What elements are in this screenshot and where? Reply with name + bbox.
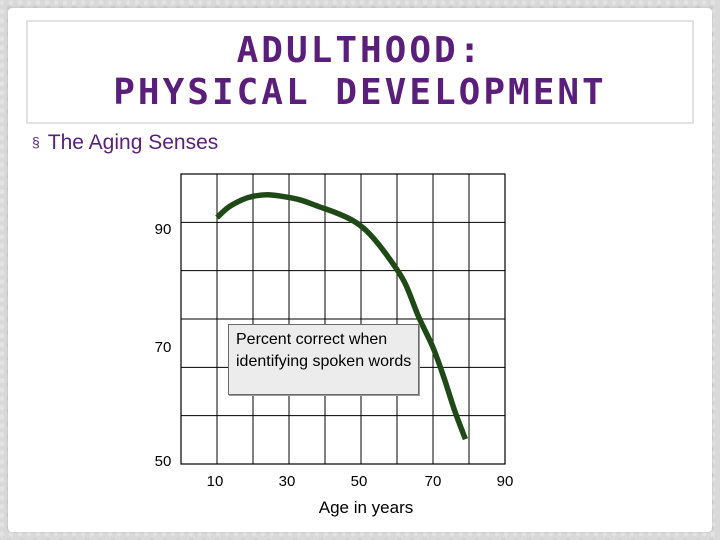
chart-grid: [180, 173, 506, 465]
chart-series: [215, 192, 468, 441]
series-line: [215, 192, 468, 441]
x-axis-label: Age in years: [319, 498, 414, 517]
x-tick-label: 30: [279, 473, 296, 490]
x-tick-label: 10: [207, 473, 224, 490]
x-tick-labels: 10 30 50 70 90: [207, 473, 514, 490]
y-tick-label: 90: [155, 221, 172, 238]
title-line-2: PHYSICAL DEVELOPMENT: [113, 72, 607, 113]
x-tick-label: 50: [351, 473, 368, 490]
x-tick-label: 90: [497, 473, 514, 490]
bullet-item: § The Aging Senses: [32, 131, 218, 155]
y-tick-label: 50: [155, 453, 172, 470]
title-box: ADULTHOOD: PHYSICAL DEVELOPMENT: [26, 20, 694, 124]
bullet-text: The Aging Senses: [47, 131, 219, 154]
y-tick-labels: 50 70 90: [155, 221, 172, 470]
bullet-marker-icon: §: [32, 134, 40, 150]
x-tick-label: 70: [425, 473, 442, 490]
title-line-1: ADULTHOOD:: [236, 30, 484, 71]
chart-annotation: Percent correct when identifying spoken …: [228, 324, 419, 395]
y-tick-label: 70: [155, 339, 172, 356]
